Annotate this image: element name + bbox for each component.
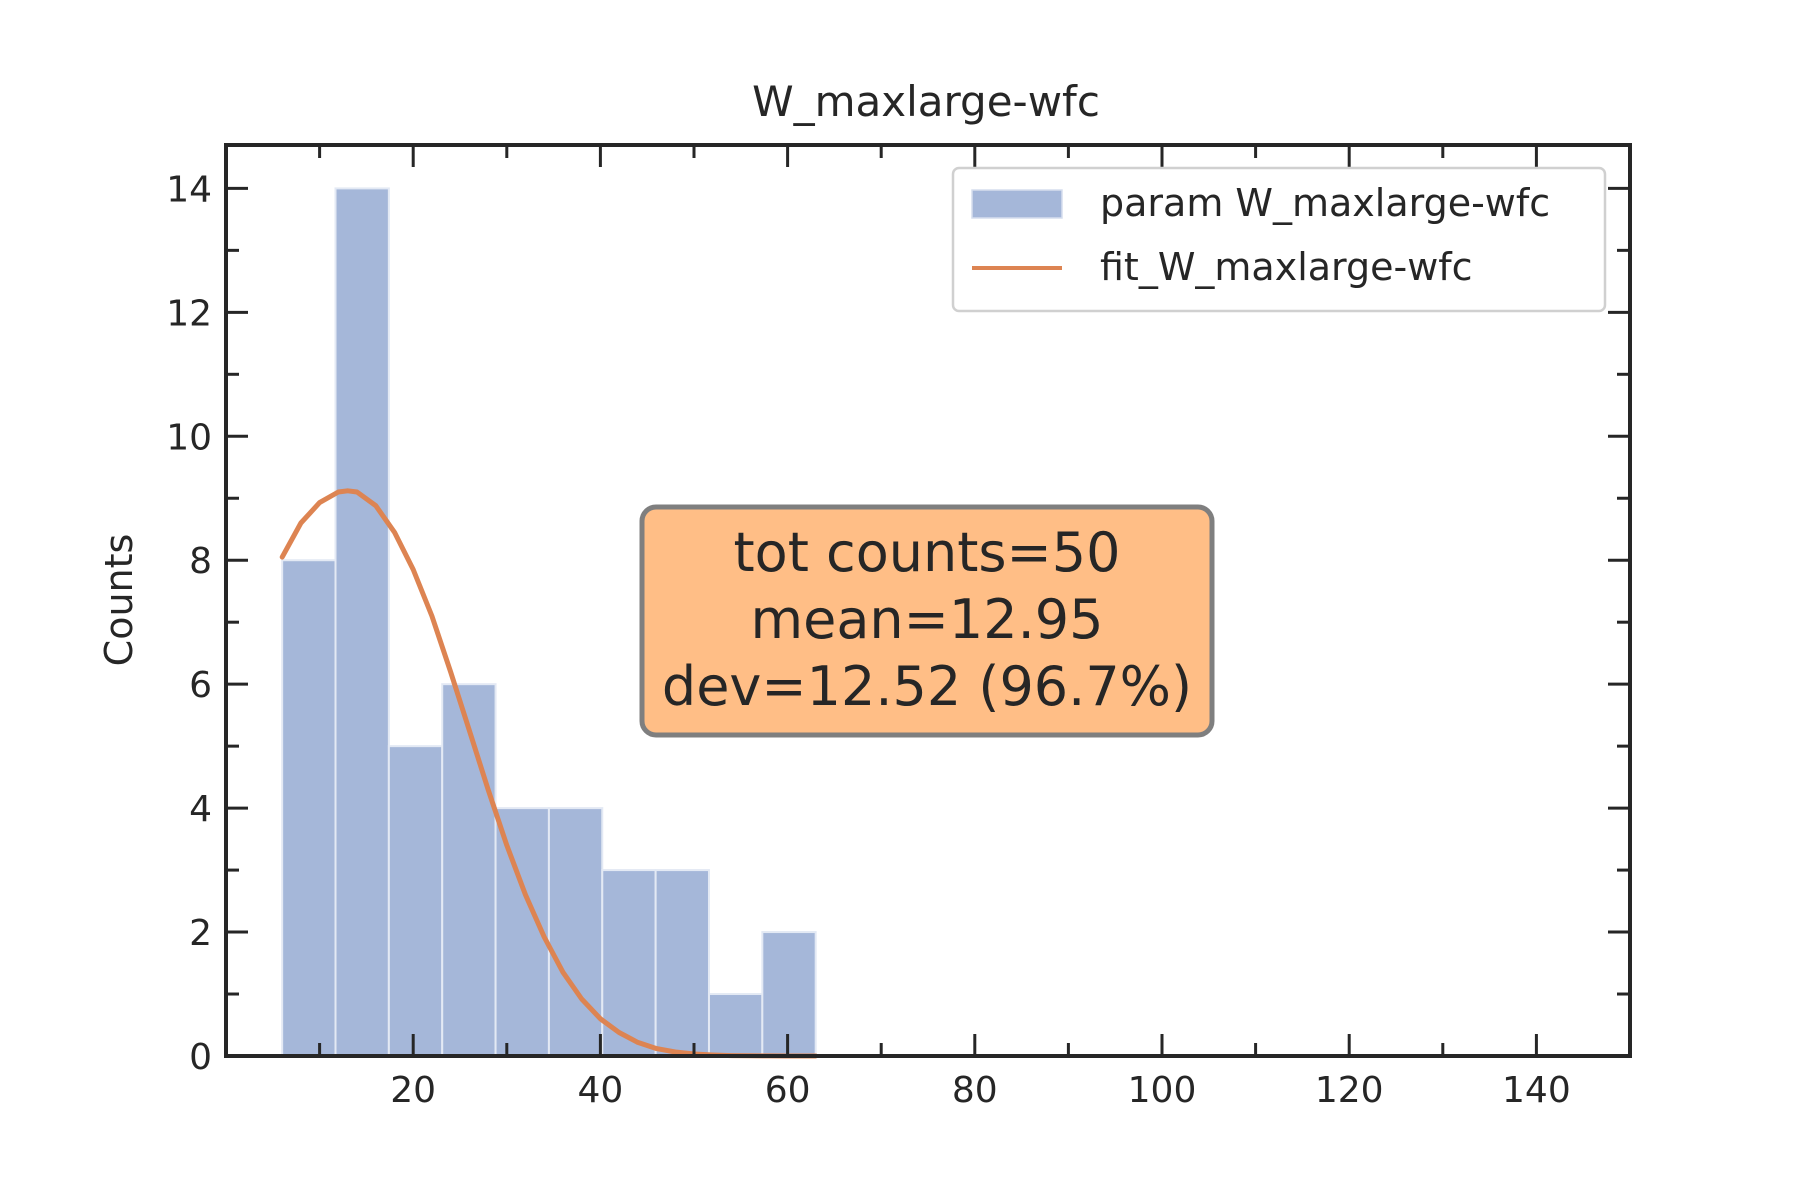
x-tick-label: 60: [765, 1070, 811, 1111]
histogram-bar: [547, 807, 604, 1057]
axis-tick-labels: 20 40 60 80 100 120 140 0 2 4 6 8 10 12 14: [166, 169, 1571, 1111]
x-tick-label: 140: [1502, 1070, 1571, 1111]
y-tick-label: 14: [166, 169, 212, 210]
histogram-bar: [441, 683, 497, 1057]
x-tick-label: 40: [577, 1070, 623, 1111]
stats-mean: mean=12.95: [751, 588, 1104, 651]
legend-bar-swatch: [971, 189, 1063, 219]
histogram-bar: [334, 187, 390, 1057]
x-tick-label: 100: [1128, 1070, 1197, 1111]
histogram-bar: [281, 559, 337, 1058]
plot-frame: [224, 143, 1632, 1058]
y-axis-label: Counts: [97, 534, 141, 667]
legend: param W_maxlarge-wfc fit_W_maxlarge-wfc: [951, 166, 1607, 313]
legend-label-histogram: param W_maxlarge-wfc: [1100, 181, 1550, 225]
stats-total-counts: tot counts=50: [734, 521, 1121, 584]
chart-title: W_maxlarge-wfc: [752, 77, 1100, 126]
stats-dev: dev=12.52 (96.7%): [662, 655, 1192, 718]
histogram-bar: [654, 869, 710, 1057]
x-tick-label: 120: [1315, 1070, 1384, 1111]
stats-box: [639, 504, 1215, 738]
y-tick-label: 10: [166, 417, 212, 458]
x-tick-label: 20: [390, 1070, 436, 1111]
y-tick-label: 4: [189, 789, 212, 830]
legend-label-fit: fit_W_maxlarge-wfc: [1100, 245, 1473, 289]
legend-box: [951, 166, 1607, 313]
y-tick-label: 2: [189, 913, 212, 954]
x-tick-label: 80: [952, 1070, 998, 1111]
histogram-bar: [707, 993, 764, 1058]
y-tick-label: 6: [189, 665, 212, 706]
stats-annotation: tot counts=50 mean=12.95 dev=12.52 (96.7…: [639, 504, 1215, 738]
y-tick-label: 12: [166, 293, 212, 334]
histogram-bar: [387, 745, 444, 1057]
axis-ticks: [226, 145, 1630, 1058]
y-tick-label: 8: [189, 541, 212, 582]
y-tick-label: 0: [189, 1037, 212, 1078]
